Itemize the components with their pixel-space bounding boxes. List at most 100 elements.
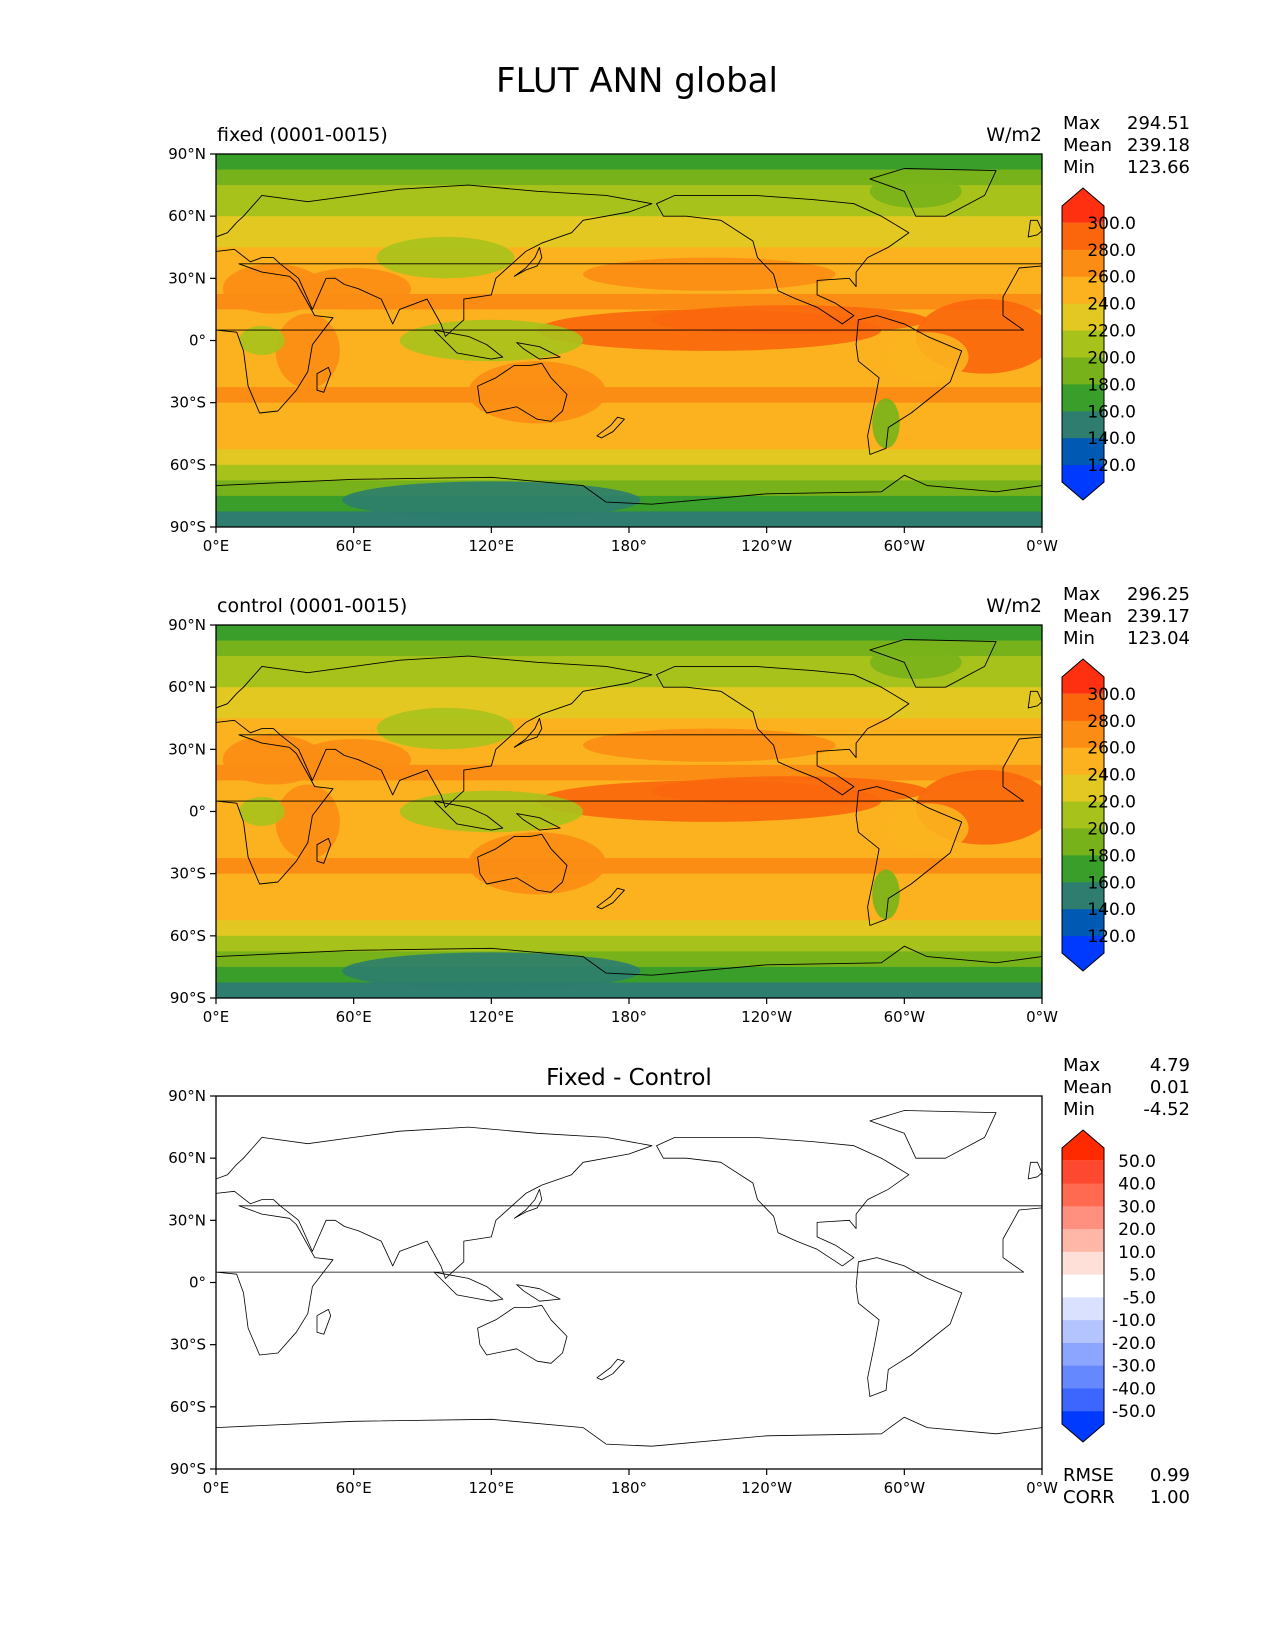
coastline-eurasia — [216, 1126, 653, 1279]
coastlines — [216, 639, 1042, 998]
colorbar-level-label: 180.0 — [1087, 375, 1136, 395]
colorbar-level-label: 5.0 — [1129, 1266, 1156, 1286]
colorbar-segment — [1062, 855, 1104, 883]
stat-mean-label: Mean — [1063, 1077, 1112, 1098]
colorbar-outline — [1061, 1129, 1105, 1443]
lon-tick-label: 120°W — [741, 1008, 792, 1026]
colorbar-segment — [1062, 222, 1104, 251]
colorbar-upper-extend — [1062, 188, 1104, 223]
colorbar-segment — [1062, 1160, 1104, 1185]
lat-tick-label: 60°N — [168, 207, 206, 225]
colorbar-lower-extend — [1062, 465, 1104, 500]
lon-tick-label: 120°W — [741, 1479, 792, 1497]
lon-tick-label: 120°E — [469, 537, 515, 555]
lon-tick-label: 120°E — [469, 1479, 515, 1497]
colorbar-lower-extend — [1062, 936, 1104, 971]
coastlines — [216, 1110, 1042, 1469]
colorbar-segment — [1062, 384, 1104, 412]
stat-max-label: Max — [1063, 584, 1101, 605]
stat-mean-value: 239.18 — [1127, 135, 1190, 156]
coastline-japan — [513, 717, 543, 748]
zonal-band — [216, 356, 1042, 373]
lat-tick-label: 90°S — [170, 1460, 206, 1478]
coastline-indonesia — [433, 1271, 504, 1302]
colorbar-segment — [1062, 828, 1104, 856]
zonal-band — [216, 920, 1042, 937]
coastline-africa — [216, 263, 1042, 414]
colorbar-level-label: 200.0 — [1087, 348, 1136, 368]
coastline-japan — [513, 246, 543, 277]
zonal-band — [216, 154, 1042, 171]
colorbar-level-label: 240.0 — [1087, 766, 1136, 786]
zonal-band — [216, 293, 1042, 311]
field-contour-patch — [238, 796, 285, 827]
coastline-north-america — [656, 665, 910, 796]
lat-tick-label: 30°S — [170, 394, 206, 412]
zonal-band — [216, 671, 1042, 688]
zonal-band — [216, 185, 1042, 202]
coastline-madagascar — [316, 1309, 332, 1335]
zonal-band — [216, 511, 1042, 527]
field-contour-patch — [872, 398, 900, 449]
coastline-eurasia — [216, 184, 653, 337]
lat-tick-label: 90°S — [170, 989, 206, 1007]
zonal-band — [216, 858, 1042, 875]
zonal-band — [216, 402, 1042, 419]
colorbar-segment — [1062, 1229, 1104, 1253]
colorbar-level-label: 30.0 — [1118, 1197, 1156, 1217]
coastline-south-america — [855, 1257, 963, 1397]
lat-tick-label: 30°N — [168, 1211, 206, 1229]
lat-tick-label: 90°N — [168, 145, 206, 163]
colorbar-upper-extend — [1062, 659, 1104, 694]
coastline-greenland — [869, 168, 997, 217]
lat-tick-label: 0° — [189, 1274, 206, 1292]
coastline-madagascar — [316, 366, 332, 393]
colorbar-segment — [1062, 1320, 1104, 1344]
difference-field — [216, 1096, 1042, 1469]
coastline-japan — [513, 1188, 543, 1219]
field-contour-patch — [468, 832, 607, 895]
colorbar-level-label: 200.0 — [1087, 819, 1136, 839]
field-contour-patch — [583, 728, 836, 762]
stat-rmse-value: 0.99 — [1150, 1465, 1190, 1486]
lat-tick-label: 30°N — [168, 740, 206, 758]
stat-mean-label: Mean — [1063, 135, 1112, 156]
lat-tick-label: 60°N — [168, 1149, 206, 1167]
coastline-madagascar — [316, 837, 332, 864]
colorbar-level-label: -40.0 — [1112, 1379, 1156, 1399]
colorbar-level-label: 300.0 — [1087, 214, 1136, 234]
colorbar-segment — [1062, 1388, 1104, 1412]
colorbar-segment — [1062, 249, 1104, 278]
coastline-greenland — [869, 639, 997, 688]
colorbar-segment — [1062, 1251, 1104, 1276]
lat-tick-label: 0° — [189, 803, 206, 821]
field-contour-patch — [468, 361, 607, 424]
lon-tick-label: 60°E — [336, 1008, 372, 1026]
coastline-australia — [477, 833, 568, 893]
lon-tick-label: 0°W — [1026, 1008, 1058, 1026]
field-contour-patch — [651, 776, 928, 806]
colorbar-segment — [1062, 747, 1104, 776]
field-layer — [216, 154, 1042, 527]
stat-mean-value: 239.17 — [1127, 606, 1190, 627]
zonal-band — [216, 247, 1042, 264]
stat-min-label: Min — [1063, 628, 1095, 649]
zonal-band — [216, 387, 1042, 404]
stat-max-value: 294.51 — [1127, 113, 1190, 134]
colorbar-level-label: 120.0 — [1087, 456, 1136, 476]
field-contour-patch — [238, 325, 285, 356]
coastline-indonesia — [433, 329, 504, 360]
zonal-band — [216, 216, 1042, 233]
field-contour-patch — [222, 734, 324, 785]
panel-units: W/m2 — [986, 124, 1042, 146]
zonal-band — [216, 464, 1042, 481]
colorbar-segment — [1062, 357, 1104, 385]
coastline-africa — [216, 734, 1042, 885]
colorbar-level-label: 20.0 — [1118, 1220, 1156, 1240]
lon-tick-label: 60°E — [336, 537, 372, 555]
panel-center-title: Fixed - Control — [546, 1065, 712, 1091]
colorbar-level-label: 40.0 — [1118, 1175, 1156, 1195]
coastline-british-isles — [1027, 690, 1042, 709]
coastline-antarctica — [216, 945, 1042, 998]
stat-min-label: Min — [1063, 157, 1095, 178]
